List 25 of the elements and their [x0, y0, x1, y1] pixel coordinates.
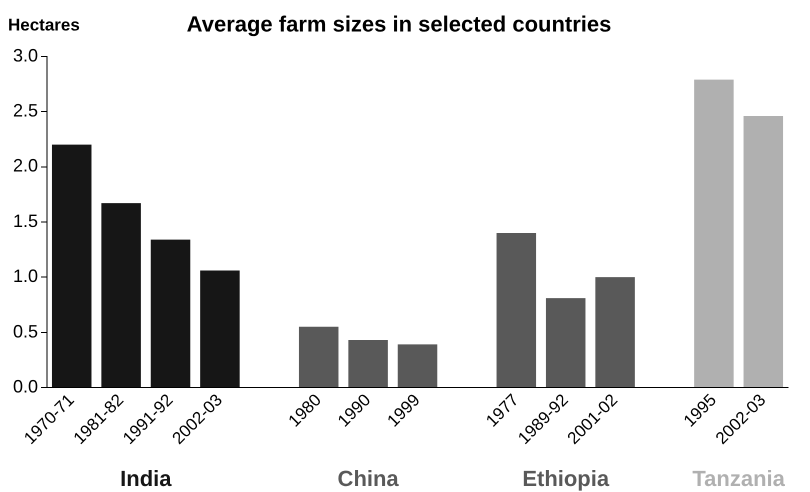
y-tick-label: 0.0 — [12, 376, 38, 396]
y-tick-label: 3.0 — [12, 45, 38, 66]
bar — [595, 277, 635, 387]
y-tick-label: 2.5 — [12, 100, 38, 121]
text: China — [338, 466, 400, 491]
bar — [52, 144, 92, 387]
bar — [744, 116, 784, 387]
chart-title: Average farm sizes in selected countries — [186, 11, 612, 36]
text: Tanzania — [692, 466, 786, 491]
y-tick-label: 1.0 — [12, 266, 38, 286]
text: Ethiopia — [522, 466, 610, 491]
text: India — [120, 466, 172, 491]
bar — [496, 232, 536, 387]
bar — [101, 203, 141, 387]
bar — [200, 270, 240, 387]
bar — [348, 340, 388, 387]
bar — [150, 240, 190, 387]
y-tick-label: 0.5 — [12, 321, 38, 342]
y-tick-label: 1.5 — [12, 210, 38, 231]
y-axis-title: Hectares — [8, 16, 80, 35]
bar — [298, 326, 338, 387]
bar — [398, 344, 438, 387]
bar — [694, 80, 734, 387]
bar — [546, 298, 586, 387]
y-tick-label: 2.0 — [12, 156, 38, 176]
